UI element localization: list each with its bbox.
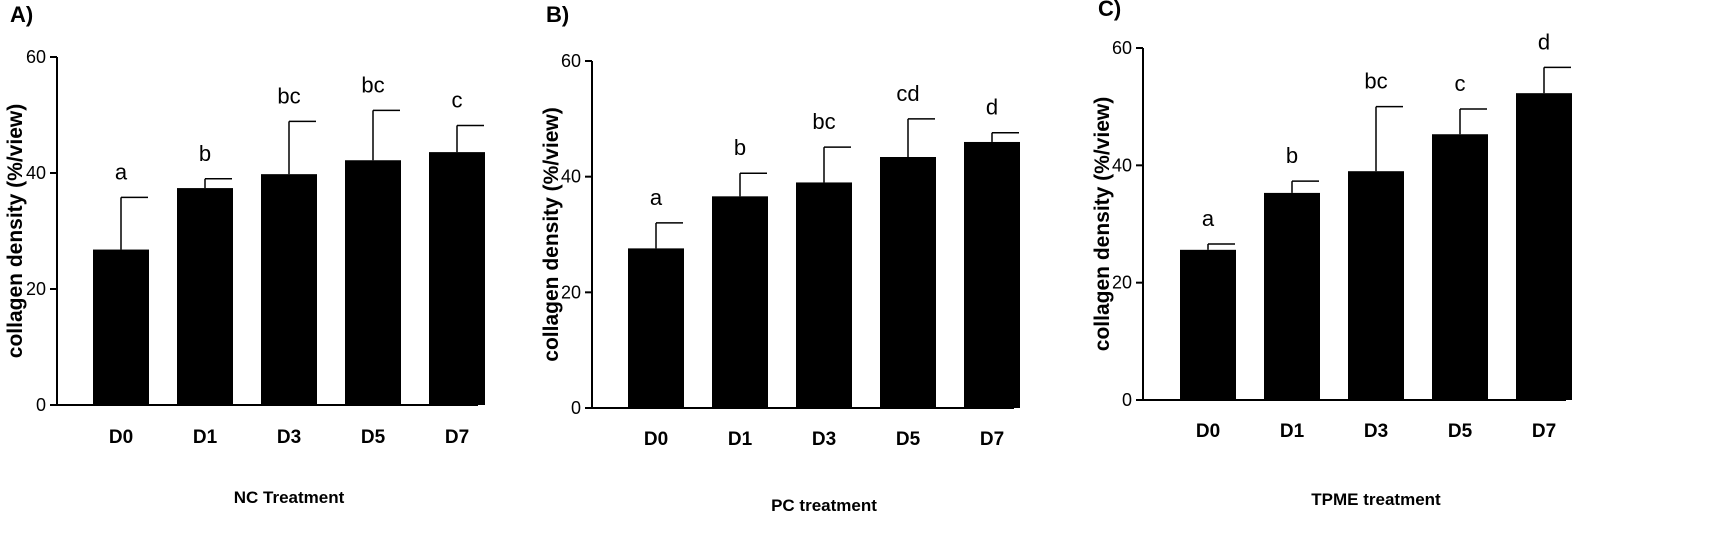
bar [1432, 134, 1488, 401]
x-tick-label: D1 [1280, 421, 1305, 442]
x-tick-label: D5 [361, 427, 386, 448]
significance-label: a [115, 159, 128, 184]
x-tick-label: D0 [1196, 421, 1220, 442]
y-tick-label: 60 [26, 47, 46, 67]
significance-label: a [1202, 206, 1215, 231]
significance-label: cd [896, 81, 919, 106]
y-tick-label: 40 [1112, 155, 1132, 175]
x-tick-label: D7 [980, 429, 1004, 450]
panel-label: B) [546, 2, 569, 27]
significance-label: b [199, 141, 211, 166]
significance-label: bc [277, 83, 300, 108]
significance-label: c [1455, 71, 1466, 96]
bar [712, 196, 768, 408]
x-tick-label: D3 [277, 427, 301, 448]
bar [964, 141, 1020, 408]
y-axis-label: collagen density (%/view) [4, 104, 27, 358]
x-tick-label: D0 [644, 429, 668, 450]
bar [261, 174, 317, 405]
x-tick-label: D7 [1532, 421, 1556, 442]
y-tick-label: 40 [26, 163, 46, 183]
x-tick-label: D3 [1364, 421, 1388, 442]
y-tick-label: 40 [561, 167, 581, 187]
x-tick-label: D1 [728, 429, 753, 450]
y-tick-label: 60 [1112, 38, 1132, 58]
bar [1264, 192, 1320, 400]
y-tick-label: 20 [26, 279, 46, 299]
bar [796, 182, 852, 408]
y-tick-label: 0 [571, 398, 581, 418]
x-axis-label: PC treatment [771, 496, 877, 515]
significance-label: d [1538, 29, 1550, 54]
bar [1180, 249, 1236, 400]
bar [429, 152, 485, 405]
bar [628, 248, 684, 408]
x-tick-label: D0 [109, 427, 133, 448]
x-tick-label: D5 [1448, 421, 1473, 442]
significance-label: bc [361, 72, 384, 97]
significance-label: a [650, 185, 663, 210]
bar [1348, 171, 1404, 400]
significance-label: bc [812, 109, 835, 134]
y-tick-label: 20 [561, 282, 581, 302]
y-tick-label: 60 [561, 51, 581, 71]
significance-label: d [986, 95, 998, 120]
panel-label: A) [10, 2, 33, 27]
significance-label: b [734, 135, 746, 160]
bar [93, 249, 149, 405]
y-axis-label: collagen density (%/view) [540, 107, 563, 361]
y-tick-label: 0 [36, 395, 46, 415]
bar [345, 160, 401, 405]
y-tick-label: 0 [1122, 390, 1132, 410]
bar [177, 188, 233, 405]
significance-label: c [452, 87, 463, 112]
panel-label: C) [1098, 0, 1121, 21]
y-tick-label: 20 [1112, 273, 1132, 293]
bar [1516, 93, 1572, 400]
x-tick-label: D3 [812, 429, 836, 450]
bar [880, 157, 936, 408]
x-tick-label: D7 [445, 427, 469, 448]
y-axis-label: collagen density (%/view) [1091, 97, 1114, 351]
significance-label: b [1286, 143, 1298, 168]
significance-label: bc [1364, 69, 1387, 94]
x-axis-label: NC Treatment [234, 488, 345, 507]
x-axis-label: TPME treatment [1311, 490, 1441, 509]
x-tick-label: D1 [193, 427, 218, 448]
x-tick-label: D5 [896, 429, 921, 450]
